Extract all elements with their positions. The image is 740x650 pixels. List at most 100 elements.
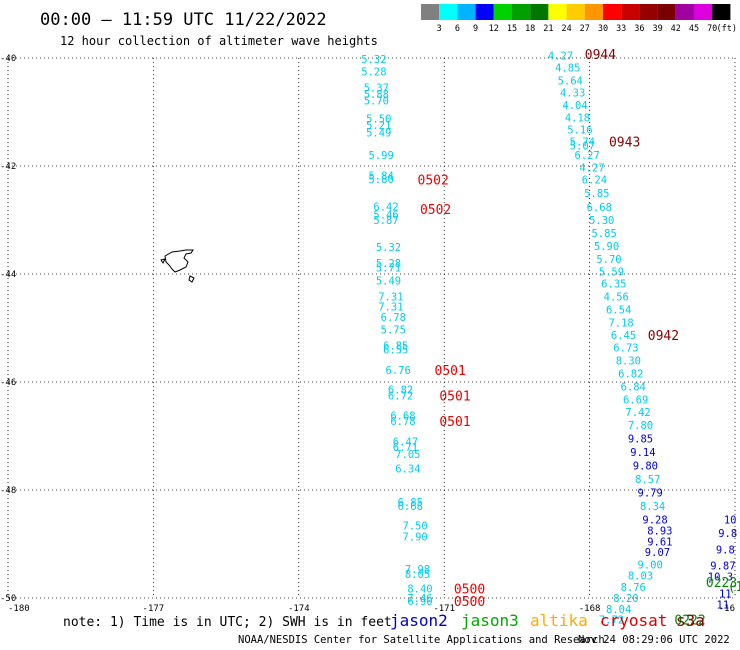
legend-threshold: 33 [616,24,626,34]
wave-height-value: 7.50 [402,521,427,533]
wave-height-value: 9.14 [630,447,655,459]
wave-height-value: 6.76 [386,365,411,377]
legend-swatch [493,4,512,20]
wave-height-value: 7.31 [378,292,403,304]
wave-height-value: 6.68 [587,202,612,214]
wave-height-value: 6.85 [398,497,423,509]
wave-height-value: 5.99 [369,150,394,162]
wave-height-value: 5.37 [364,83,389,95]
wave-height-value: 6.27 [575,150,600,162]
legend-swatch [621,4,640,20]
legend-swatch [457,4,476,20]
pass-time-label: 0502 [420,203,451,218]
legend-swatch [694,4,713,20]
legend-swatch [421,4,440,20]
wave-height-value: 7.05 [395,449,420,461]
legend-threshold: 12 [489,24,499,34]
x-tick-label: -168 [579,604,601,614]
wave-height-value: 8.03 [628,570,653,582]
wave-height-value: 5.07 [570,140,595,152]
y-tick-labels: -40 -42 -44 -46 -48 -50 [0,54,16,604]
pass-time-label: (1) [728,580,740,595]
wave-height-value: 9.8 [716,544,735,556]
legend-swatch [639,4,658,20]
legend-swatch [439,4,458,20]
wave-height-value: 6.68 [398,501,423,513]
legend-swatch [530,4,549,20]
wave-height-value: 5.21 [366,120,391,132]
wave-height-value: 8.40 [407,583,432,595]
wave-height-value: 8.30 [616,355,641,367]
legend-swatch [475,4,494,20]
y-tick-label: -42 [0,162,16,172]
wave-height-value: 5.49 [376,275,401,287]
wave-height-value: 8.57 [635,474,660,486]
legend-swatch [566,4,585,20]
footer-credit: NOAA/NESDIS Center for Satellite Applica… [238,634,605,646]
wave-height-value: 8.34 [640,501,665,513]
pass-time-label: 0943 [609,136,640,151]
wave-height-value: 4.04 [562,100,587,112]
pass-time-label: 0944 [585,48,616,63]
legend-threshold: 6 [455,24,460,34]
legend-threshold: 27 [580,24,590,34]
wave-height-value: 5.75 [381,325,406,337]
wave-height-value: 5.50 [366,113,391,125]
wave-height-value: 9.07 [645,547,670,559]
wave-height-value: 5.88 [364,89,389,101]
legend-threshold: 42 [671,24,681,34]
legend-threshold: 15 [507,24,517,34]
wave-height-value: 5.70 [364,96,389,108]
wave-height-value: 6.78 [390,416,415,428]
wave-height-value: 6.69 [623,394,648,406]
legend-swatch [512,4,531,20]
wave-height-value: 6.84 [621,381,646,393]
wave-height-value: 4.27 [579,163,604,175]
wave-height-value: 5.85 [584,188,609,200]
wave-height-value: 10 [724,515,737,527]
legend-threshold: 36 [634,24,644,34]
satellite-s3a-label: s3a [676,611,705,630]
wave-height-value: 9.87 [710,561,735,573]
wave-height-value: 5.49 [366,128,391,140]
wave-height-value: 9.79 [638,488,663,500]
chart-title: 00:00 – 11:59 UTC 11/22/2022 [40,10,327,30]
wave-height-value: 4.85 [555,63,580,75]
wave-height-value: 5.90 [594,241,619,253]
wave-height-value: 6.35 [601,279,626,291]
wave-height-value: 6.78 [381,312,406,324]
chart-subtitle: 12 hour collection of altimeter wave hei… [60,34,378,48]
legend-threshold: 30 [598,24,608,34]
wave-height-value: 5.30 [589,215,614,227]
island-outline [160,249,195,283]
pass-time-label: 0502 [418,174,449,189]
wave-height-value: 5.84 [369,171,394,183]
footer-note: note: 1) Time is in UTC; 2) SWH is in fe… [63,615,392,630]
legend-unit: (ft) [717,24,737,34]
wave-height-value: 6.82 [388,385,413,397]
x-tick-label: -180 [8,604,30,614]
legend-swatch [548,4,567,20]
wave-height-value: 11 [717,599,730,611]
pass-time-label: 0223 [706,576,737,591]
wave-height-value: 7.18 [608,318,633,330]
wave-height-value: 7.98 [405,564,430,576]
x-tick-label: -171 [433,604,455,614]
pass-time-labels: 0944 0943 0942 0502 0502 0501 0501 0501 05000500… [418,48,740,628]
wave-height-value: 8.20 [613,593,638,605]
legend-swatch [712,4,731,20]
wave-height-value: 6.42 [373,202,398,214]
wave-height-value: 6.73 [613,342,638,354]
wave-height-value: 6.55 [383,345,408,357]
wave-height-value: 6.68 [390,410,415,422]
pass-time-label: 0222 [674,614,705,629]
wave-height-value: 6.34 [395,463,420,475]
wave-height-value: 5.64 [558,76,583,88]
pass-time-label: 0501 [435,364,466,379]
y-tick-label: -46 [0,378,16,388]
legend-threshold: 3 [437,24,442,34]
wave-height-value: 5.59 [599,266,624,278]
pass-time-label: 0501 [439,415,470,430]
wave-height-value: 6.24 [582,175,607,187]
wave-height-value: 5.74 [570,137,595,149]
